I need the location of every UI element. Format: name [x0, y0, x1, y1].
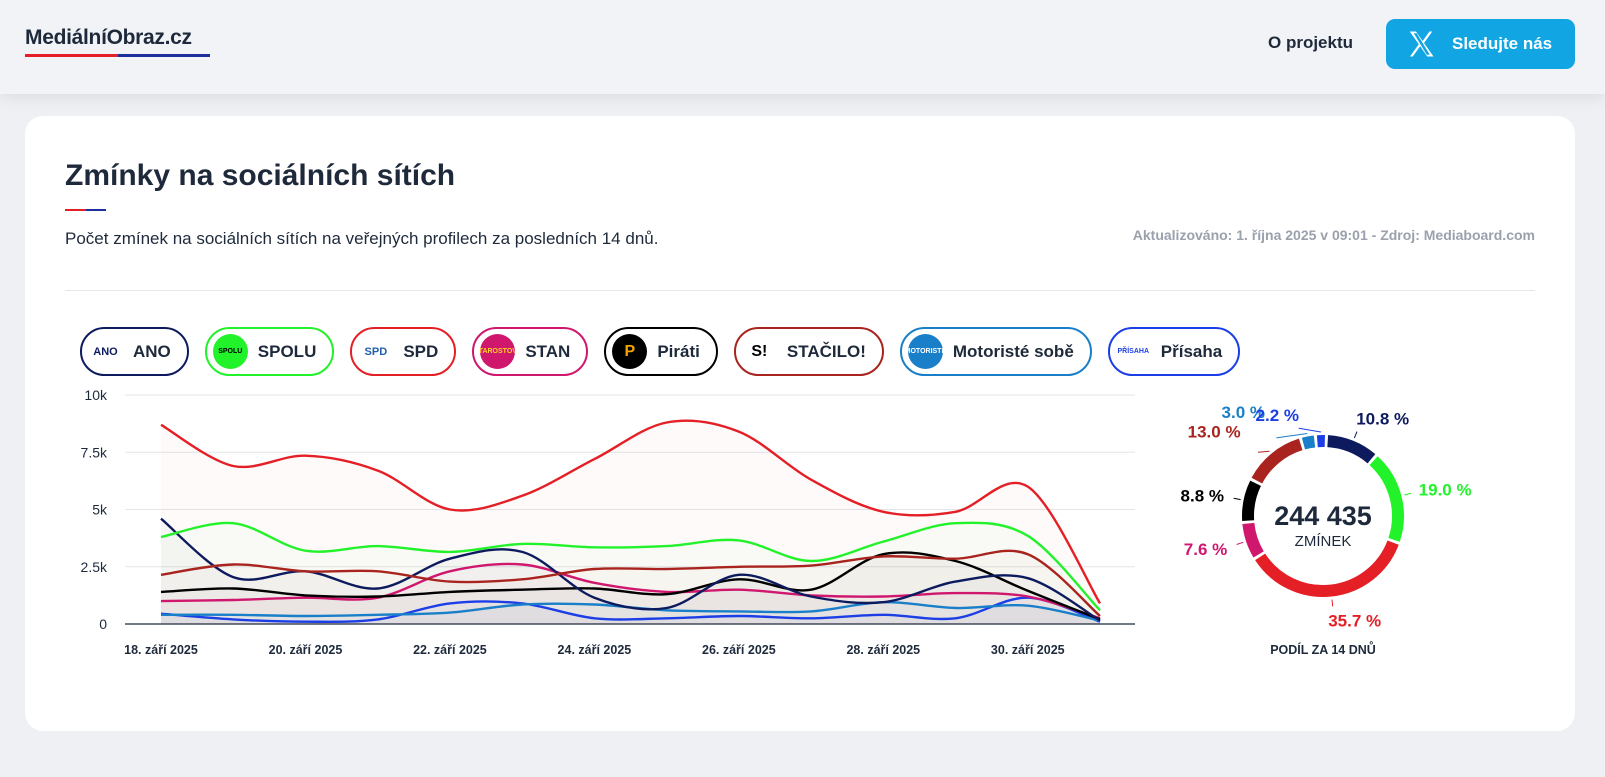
donut-slice-stan[interactable]	[1242, 522, 1264, 558]
x-tick-label: 18. září 2025	[124, 643, 198, 657]
donut-slice-pir-ti[interactable]	[1242, 480, 1262, 521]
party-logo-icon: ANO	[88, 334, 123, 369]
party-logo-icon: SPOLU	[212, 334, 248, 369]
series-line-spd[interactable]	[160, 419, 1102, 605]
donut-leader-line	[1404, 492, 1412, 496]
series-line-sta-ilo-[interactable]	[160, 549, 1101, 617]
x-tick-label: 24. září 2025	[558, 643, 632, 657]
donut-percent-label: 7.6 %	[1184, 540, 1227, 559]
party-pill-label: Piráti	[657, 341, 700, 361]
party-logo-icon: P	[612, 334, 648, 369]
section-title: Zmínky na sociálních sítích	[65, 159, 456, 192]
social-mentions-card: Zmínky na sociálních sítích Počet zmínek…	[25, 116, 1575, 731]
follow-button[interactable]: Sledujte nás	[1386, 19, 1575, 69]
donut-percent-label: 8.8 %	[1181, 487, 1224, 506]
party-pill-label: Přísaha	[1160, 341, 1223, 361]
donut-caption: PODÍL ZA 14 DNŮ	[1270, 641, 1376, 657]
title-underline	[65, 209, 106, 211]
party-logo-icon: STAROSTOVÉ	[480, 334, 516, 369]
party-logo-icon: S!	[741, 334, 777, 369]
logo-underline	[25, 54, 210, 57]
y-tick-label: 0	[99, 616, 107, 632]
donut-total-caption: ZMÍNEK	[1295, 533, 1352, 550]
party-pill-motorist-sob-[interactable]: MOTORISTÉ Motoristé sobě	[899, 327, 1092, 376]
party-pill-spolu[interactable]: SPOLU SPOLU	[204, 327, 335, 376]
party-pill-label: STAN	[525, 341, 571, 361]
party-pill-label: Motoristé sobě	[952, 341, 1074, 361]
party-pill-spd[interactable]: SPD SPD	[350, 327, 457, 376]
party-pill-pir-ti[interactable]: P Piráti	[604, 327, 718, 376]
update-info: Aktualizováno: 1. října 2025 v 09:01 - Z…	[1132, 227, 1535, 243]
site-logo[interactable]: MediálníObraz.cz	[25, 26, 192, 49]
y-tick-label: 10k	[84, 387, 108, 403]
party-pill-label: SPD	[403, 341, 439, 361]
party-pill-p-saha[interactable]: PŘÍSAHA Přísaha	[1107, 327, 1241, 376]
donut-leader-line	[1257, 450, 1270, 453]
x-logo-icon	[1409, 31, 1434, 57]
y-tick-label: 2.5k	[81, 559, 108, 575]
donut-percent-label: 19.0 %	[1419, 481, 1472, 500]
donut-leader-line	[1236, 541, 1244, 546]
party-pill-label: ANO	[133, 341, 171, 361]
donut-percent-label: 3.0 %	[1222, 403, 1265, 422]
nav-about-link[interactable]: O projektu	[1268, 33, 1354, 52]
y-tick-label: 7.5k	[81, 444, 108, 460]
donut-slice-motorist-sob-[interactable]	[1301, 435, 1316, 450]
donut-total-value: 244 435	[1274, 501, 1372, 531]
donut-leader-line	[1353, 431, 1358, 439]
site-header: MediálníObraz.cz O projektu Sledujte nás	[0, 0, 1605, 94]
x-tick-label: 26. září 2025	[702, 643, 776, 657]
mentions-line-chart: 0 2.5k 5k 7.5k 10k 18. září 2025 20. září 2025…	[81, 387, 1135, 657]
party-logo-icon: PŘÍSAHA	[1115, 334, 1151, 369]
x-tick-label: 30. září 2025	[991, 643, 1065, 657]
donut-slice-spd[interactable]	[1255, 540, 1399, 597]
donut-slice-ano[interactable]	[1327, 435, 1376, 464]
party-pill-label: SPOLU	[257, 341, 317, 361]
donut-leader-line	[1233, 497, 1241, 501]
donut-percent-label: 2.2 %	[1256, 406, 1299, 425]
donut-percent-label: 10.8 %	[1356, 410, 1409, 429]
x-tick-label: 22. září 2025	[413, 643, 487, 657]
divider	[65, 290, 1535, 291]
donut-percent-label: 35.7 %	[1328, 611, 1381, 630]
donut-percent-label: 13.0 %	[1188, 422, 1241, 441]
party-filter-pills: ANO ANO SPOLU SPOLU SPD SPD STAROSTOVÉ STAN P Pir…	[80, 327, 1241, 376]
party-logo-icon: SPD	[358, 334, 394, 369]
y-tick-label: 5k	[92, 502, 108, 518]
party-pill-stan[interactable]: STAROSTOVÉ STAN	[472, 327, 589, 376]
series-line-spolu[interactable]	[160, 521, 1101, 612]
share-donut-chart: 10.8 %19.0 %35.7 %7.6 %8.8 %13.0 %3.0 %2…	[1181, 403, 1472, 657]
x-tick-label: 20. září 2025	[269, 643, 343, 657]
section-subtitle: Počet zmínek na sociálních sítích na veř…	[65, 229, 659, 248]
donut-leader-line	[1331, 599, 1334, 607]
donut-slice-spolu[interactable]	[1369, 456, 1404, 542]
party-pill-ano[interactable]: ANO ANO	[80, 327, 189, 376]
series-line-p-saha[interactable]	[160, 596, 1101, 623]
follow-button-label: Sledujte nás	[1452, 34, 1553, 53]
donut-leader-line	[1298, 427, 1321, 433]
party-logo-icon: MOTORISTÉ	[907, 334, 943, 369]
donut-slice-sta-ilo-[interactable]	[1251, 438, 1303, 484]
party-pill-label: STAČILO!	[786, 341, 866, 361]
series-line-stan[interactable]	[160, 562, 1101, 620]
x-tick-label: 28. září 2025	[846, 643, 920, 657]
party-pill-sta-ilo-[interactable]: S! STAČILO!	[733, 327, 884, 376]
donut-leader-line	[1276, 432, 1308, 439]
